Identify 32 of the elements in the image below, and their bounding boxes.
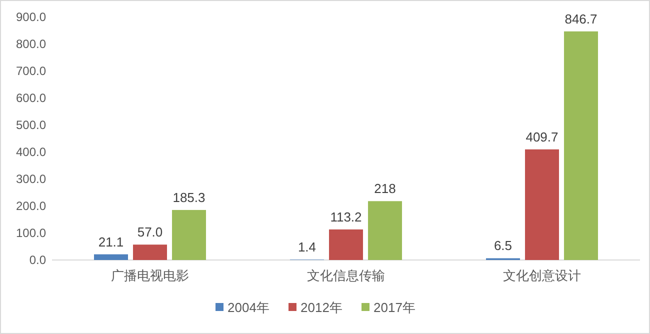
y-tick-label: 400.0 <box>16 145 46 159</box>
y-tick-label: 300.0 <box>16 172 46 186</box>
bar <box>525 149 559 260</box>
x-tick-label: 文化创意设计 <box>503 268 581 283</box>
bar <box>94 254 128 260</box>
x-tick-label: 广播电视电影 <box>111 268 189 283</box>
y-tick-label: 700.0 <box>16 64 46 78</box>
data-label: 409.7 <box>526 129 558 144</box>
y-tick-label: 500.0 <box>16 118 46 132</box>
data-label: 21.1 <box>98 234 124 250</box>
bar <box>564 31 598 260</box>
y-tick-label: 800.0 <box>16 37 46 51</box>
y-tick-label: 200.0 <box>16 199 46 213</box>
bar <box>368 201 402 260</box>
data-label: 1.4 <box>298 240 316 255</box>
legend-label: 2004年 <box>228 300 270 315</box>
y-tick-label: 100.0 <box>16 226 46 240</box>
legend-label: 2012年 <box>300 300 342 315</box>
bar <box>329 229 363 260</box>
data-label: 846.7 <box>564 11 598 26</box>
data-label: 218 <box>374 181 396 196</box>
data-label: 185.3 <box>172 190 206 205</box>
legend-label: 2017年 <box>374 300 416 315</box>
x-tick-label: 文化信息传输 <box>307 268 385 283</box>
bar <box>172 210 206 260</box>
y-tick-label: 900.0 <box>16 10 46 24</box>
y-tick-label: 0.0 <box>29 253 46 267</box>
data-label: 6.5 <box>494 238 512 254</box>
y-tick-label: 600.0 <box>16 91 46 105</box>
data-label: 113.2 <box>330 209 362 224</box>
bar <box>133 244 167 260</box>
data-label: 57.0 <box>137 224 163 240</box>
